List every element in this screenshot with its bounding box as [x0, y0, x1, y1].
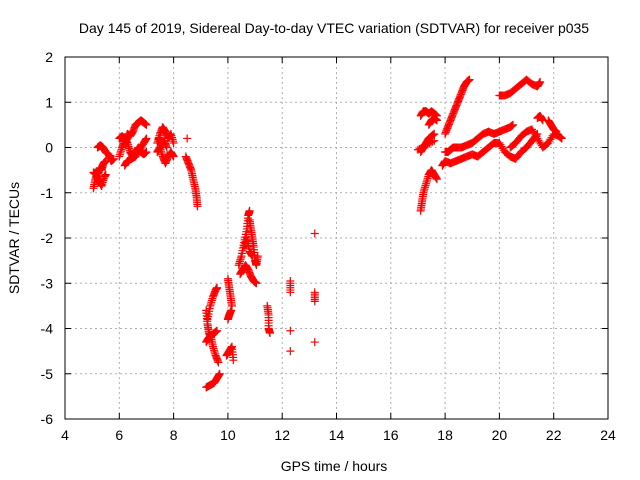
- data-point: [430, 136, 439, 145]
- y-tick-labels: 2 1 0 -1 -2 -3 -4 -5 -6: [41, 49, 54, 427]
- data-point: [557, 134, 566, 143]
- data-point: [248, 252, 257, 261]
- x-tick-labels: 4 6 8 10 12 14 16 18 20 22 24: [61, 427, 616, 443]
- data-point: [169, 138, 178, 147]
- data-point: [252, 279, 261, 288]
- data-point: [109, 154, 118, 163]
- data-point: [229, 356, 238, 365]
- data-point: [227, 306, 236, 315]
- data-point: [245, 206, 254, 215]
- data-point: [193, 202, 202, 211]
- data-point: [101, 170, 110, 179]
- x-tick-label: 24: [600, 427, 616, 443]
- y-tick-label: 1: [45, 94, 53, 110]
- data-point: [430, 129, 439, 138]
- x-tick-label: 8: [170, 427, 178, 443]
- data-point: [465, 75, 474, 84]
- data-point: [310, 338, 319, 347]
- y-tick-label: -5: [41, 366, 54, 382]
- y-tick-label: -1: [41, 185, 54, 201]
- data-point: [286, 326, 295, 335]
- data-point: [552, 127, 561, 136]
- data-points: [89, 75, 566, 392]
- data-point: [142, 148, 151, 157]
- data-point: [214, 358, 223, 367]
- x-tick-label: 14: [329, 427, 345, 443]
- x-tick-label: 12: [274, 427, 290, 443]
- x-tick-label: 16: [383, 427, 399, 443]
- chart-title: Day 145 of 2019, Sidereal Day-to-day VTE…: [79, 20, 589, 36]
- y-tick-label: -4: [41, 321, 54, 337]
- data-point: [215, 369, 224, 378]
- data-point: [162, 143, 171, 152]
- y-axis-label: SDTVAR / TECUs: [6, 182, 22, 294]
- data-point: [142, 120, 151, 129]
- data-point: [310, 297, 319, 306]
- data-point: [286, 347, 295, 356]
- x-tick-label: 6: [115, 427, 123, 443]
- data-point: [213, 283, 222, 292]
- data-point: [286, 288, 295, 297]
- y-tick-label: -2: [41, 230, 54, 246]
- data-point: [227, 301, 236, 310]
- y-tick-label: 0: [45, 140, 53, 156]
- x-tick-label: 4: [61, 427, 69, 443]
- gridlines: [65, 57, 608, 419]
- data-point: [142, 134, 151, 143]
- x-tick-label: 22: [546, 427, 562, 443]
- data-point: [508, 120, 517, 129]
- x-tick-label: 10: [220, 427, 236, 443]
- data-point: [265, 329, 274, 338]
- x-tick-label: 20: [492, 427, 508, 443]
- x-axis-label: GPS time / hours: [281, 458, 388, 474]
- y-tick-label: -3: [41, 275, 54, 291]
- data-point: [213, 326, 222, 335]
- tick-marks: [64, 56, 609, 420]
- y-tick-label: 2: [45, 49, 53, 65]
- data-point: [536, 77, 545, 86]
- data-point: [183, 134, 192, 143]
- x-tick-label: 18: [437, 427, 453, 443]
- data-point: [169, 152, 178, 161]
- data-point: [428, 137, 437, 146]
- data-point: [432, 175, 441, 184]
- y-tick-label: -6: [41, 411, 54, 427]
- data-point: [432, 116, 441, 125]
- data-point: [310, 229, 319, 238]
